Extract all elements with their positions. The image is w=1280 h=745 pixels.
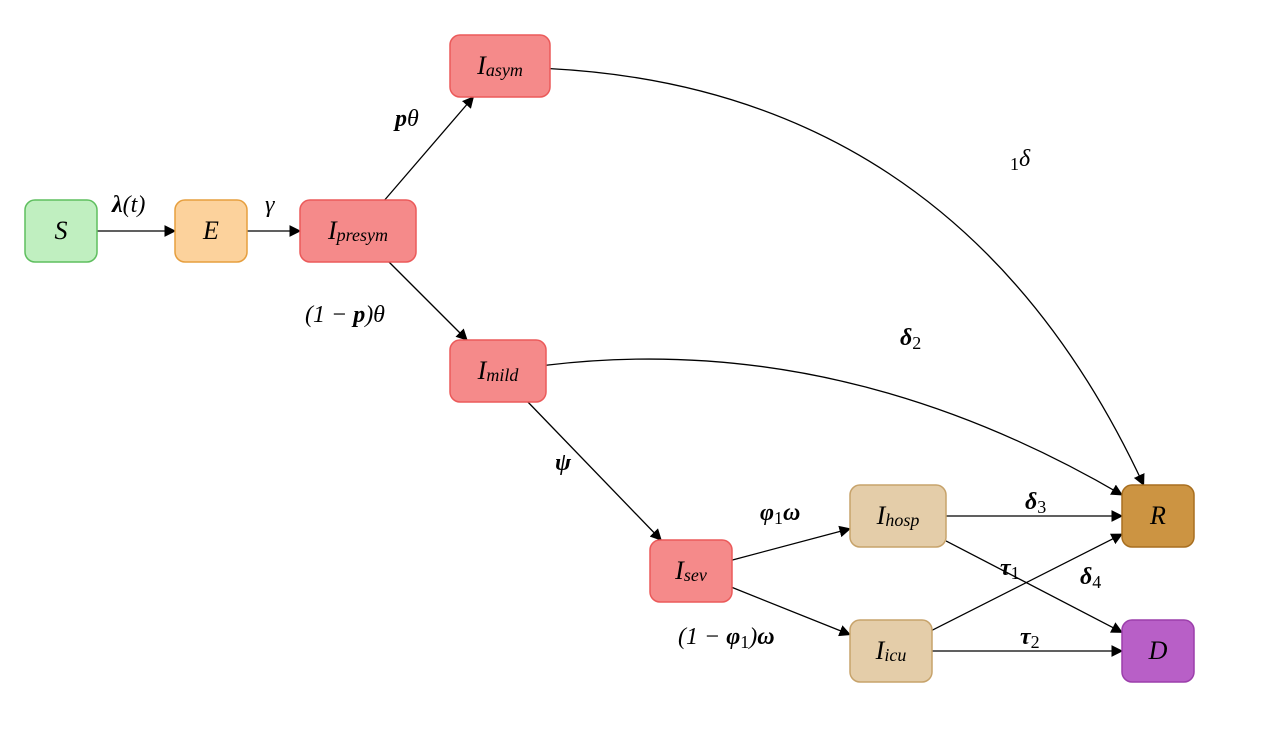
- edge-Imild-Isev: [528, 402, 661, 540]
- edge-Ipresym-Imild: [389, 262, 467, 340]
- node-label-E: E: [202, 216, 219, 245]
- edge-label-E-Ipresym: γ: [265, 192, 275, 218]
- node-Ihosp: Ihosp: [850, 485, 946, 547]
- edge-label-Ipresym-Imild: (1 − p)θ: [305, 302, 385, 328]
- node-Isev: Isev: [650, 540, 732, 602]
- edge-Isev-Ihosp: [732, 529, 850, 560]
- node-D: D: [1122, 620, 1194, 682]
- edge-label-Iasym-R: 1δ: [1010, 146, 1031, 174]
- node-label-D: D: [1148, 636, 1168, 665]
- node-R: R: [1122, 485, 1194, 547]
- node-E: E: [175, 200, 247, 262]
- node-Ipresym: Ipresym: [300, 200, 416, 262]
- edge-label-Isev-Ihosp: φ1ω: [760, 500, 800, 528]
- edge-label-Ipresym-Iasym: pθ: [393, 106, 419, 132]
- edge-label-Ihosp-R: δ3: [1025, 489, 1046, 517]
- node-Iicu: Iicu: [850, 620, 932, 682]
- edge-Iasym-R: [550, 69, 1144, 485]
- edge-label-Iicu-D: τ2: [1020, 624, 1040, 652]
- edge-label-Iicu-R: δ4: [1080, 564, 1101, 592]
- node-Iasym: Iasym: [450, 35, 550, 97]
- edge-label-Isev-Iicu: (1 − φ1)ω: [678, 624, 775, 652]
- edge-label-Ihosp-D: τ1: [1000, 555, 1020, 583]
- nodes-layer: S E Ipresym Iasym Imild Isev Ihosp Iicu R D: [25, 35, 1194, 682]
- node-label-S: S: [55, 216, 68, 245]
- node-Imild: Imild: [450, 340, 546, 402]
- edge-label-Imild-R: δ2: [900, 325, 921, 353]
- node-label-R: R: [1149, 501, 1166, 530]
- edge-label-Imild-Isev: ψ: [555, 450, 572, 476]
- compartment-diagram: λ(t) γ pθ (1 − p)θ ψ φ1ω (1 − φ1)ω 1δ δ2 δ3 τ1 δ4 τ2…: [0, 0, 1280, 745]
- edge-Imild-R: [546, 359, 1122, 495]
- edge-label-S-E: λ(t): [111, 192, 145, 218]
- edges-layer: λ(t) γ pθ (1 − p)θ ψ φ1ω (1 − φ1)ω 1δ δ2 δ3 τ1 δ4 τ2: [97, 69, 1144, 652]
- node-S: S: [25, 200, 97, 262]
